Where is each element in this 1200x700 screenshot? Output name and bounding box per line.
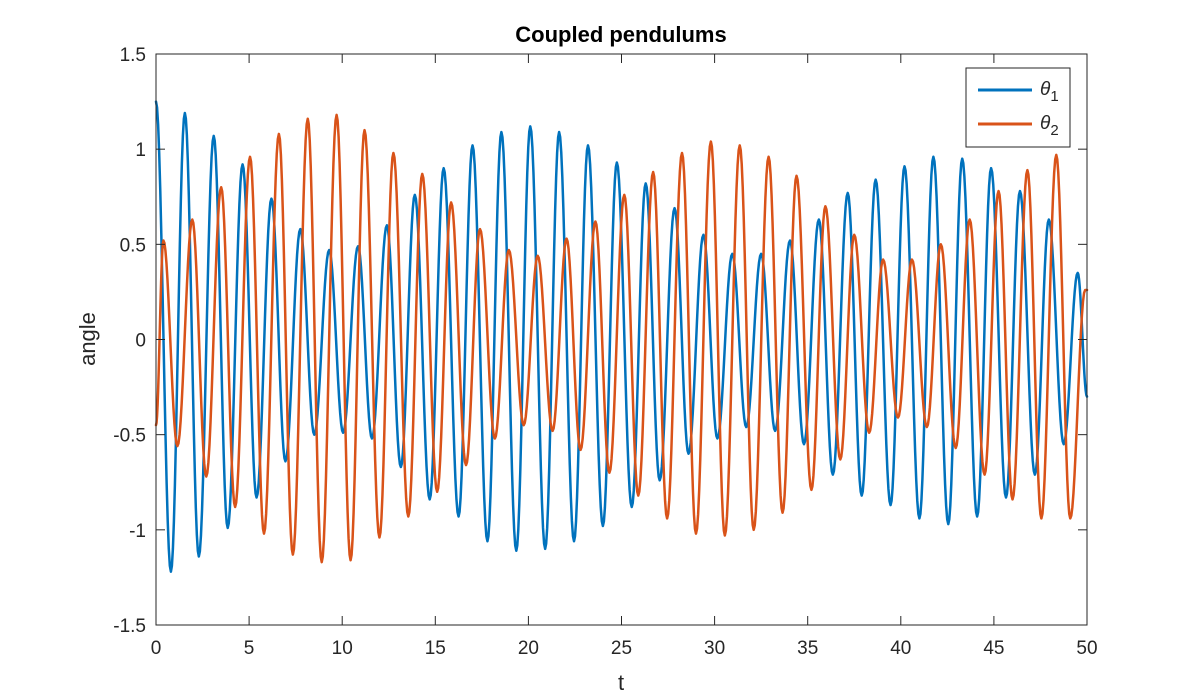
x-tick-label: 50 [1076,638,1097,659]
x-tick-label: 0 [151,638,162,659]
series-line-1 [154,100,1089,573]
x-tick-label: 15 [425,638,446,659]
y-tick-label: 1 [135,140,146,161]
y-tick-label: -1.5 [113,616,146,637]
legend-box [965,67,1071,148]
series-line-2 [154,113,1089,564]
x-tick-label: 25 [611,638,632,659]
plot-area: 0 5 10 15 20 25 30 35 40 45 50 -1.5 -1 -0.5 0 0.5 1 1.5 [113,45,1097,659]
x-axis-label: t [618,670,624,695]
y-tick-label: 1.5 [120,45,146,66]
legend-label-theta2-subscript: 2 [1050,122,1058,139]
y-tick-label: 0 [135,331,146,352]
chart-title: Coupled pendulums [515,22,726,47]
legend: θ1 θ2 [965,67,1071,148]
legend-label-theta1-symbol: θ [1040,79,1051,100]
x-tick-label: 45 [983,638,1004,659]
y-tick-label: 0.5 [120,235,146,256]
x-tick-label: 40 [890,638,911,659]
x-tick-label: 35 [797,638,818,659]
series-layer [154,100,1089,573]
legend-label-theta1: θ1 [1040,79,1059,105]
legend-label-theta2: θ2 [1040,113,1059,139]
x-tick-label: 10 [332,638,353,659]
y-axis-label: angle [75,312,100,366]
x-tick-label: 20 [518,638,539,659]
y-tick-label: -0.5 [113,426,146,447]
legend-label-theta1-subscript: 1 [1050,88,1058,105]
y-tick-label: -1 [129,521,146,542]
x-tick-label: 30 [704,638,725,659]
legend-label-theta2-symbol: θ [1040,113,1051,134]
x-tick-label: 5 [244,638,255,659]
y-axis-ticks: -1.5 -1 -0.5 0 0.5 1 1.5 [113,45,1087,637]
x-axis-ticks: 0 5 10 15 20 25 30 35 40 45 50 [151,54,1098,659]
